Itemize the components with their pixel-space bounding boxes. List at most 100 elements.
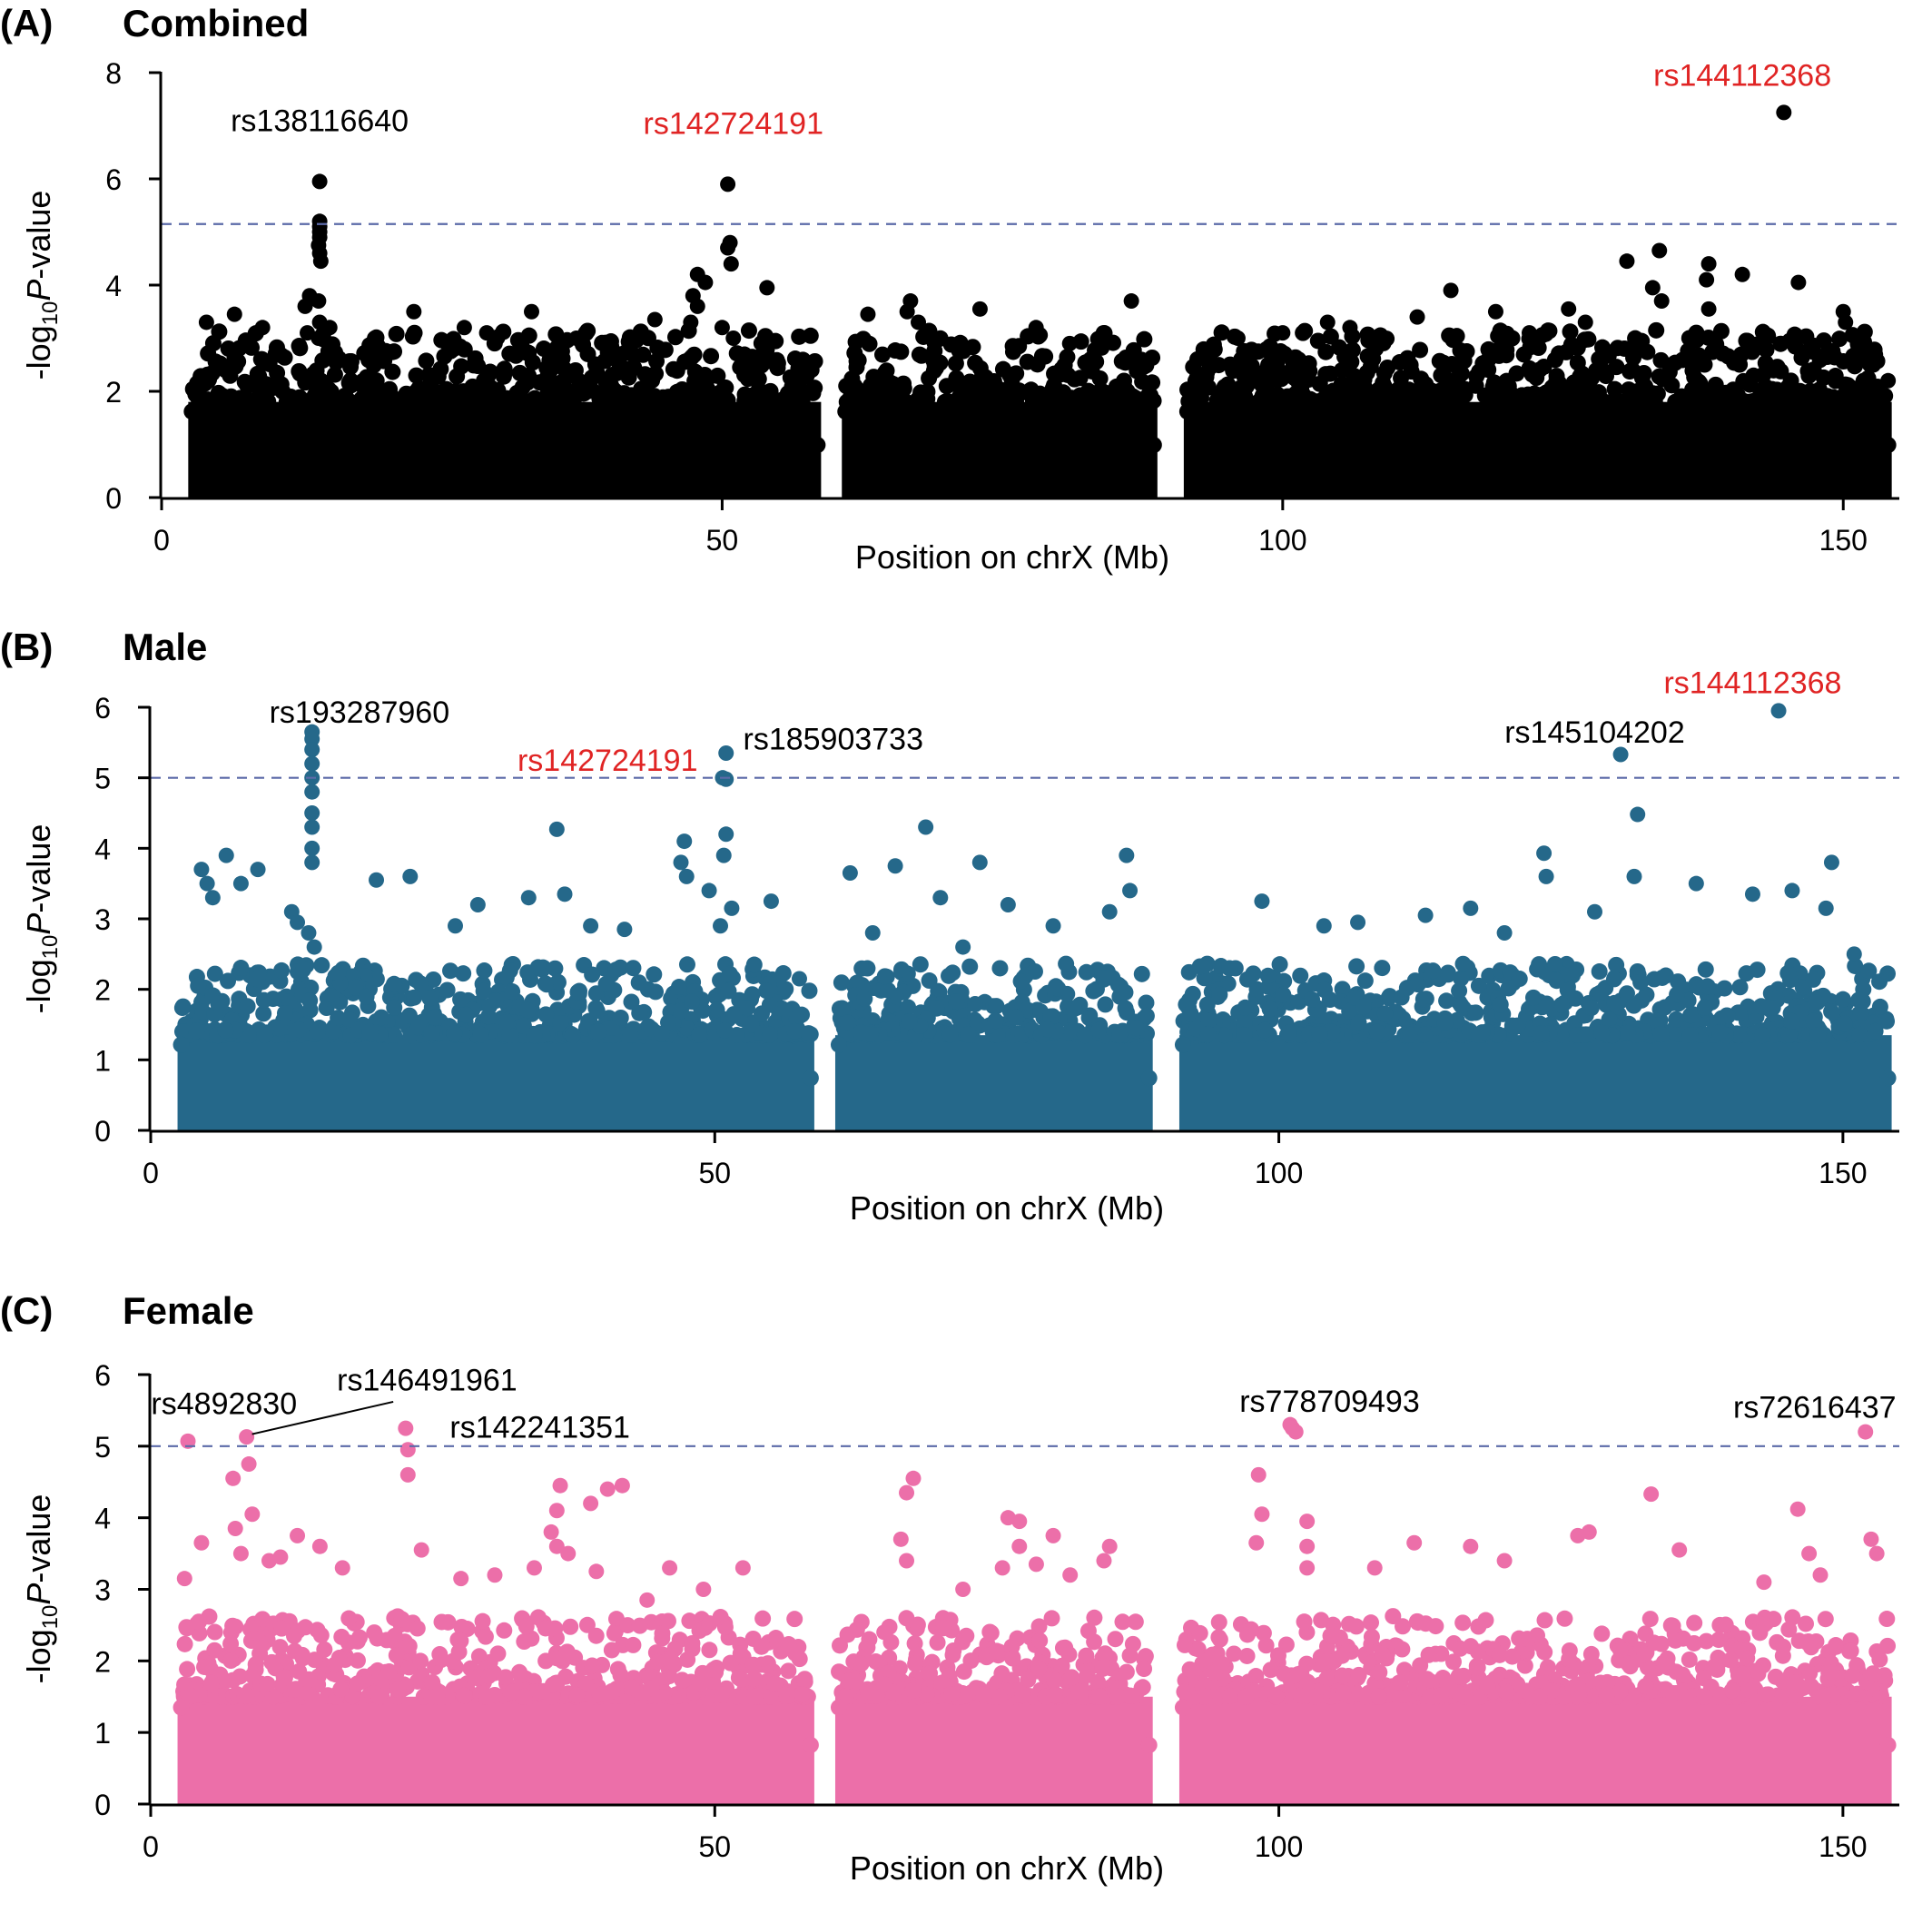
noise-point [508, 384, 526, 401]
noise-point [1030, 1618, 1048, 1635]
noise-point [921, 370, 938, 387]
noise-point [1216, 1027, 1233, 1044]
noise-point [1551, 345, 1568, 362]
noise-point [472, 1026, 489, 1043]
noise-point [526, 1027, 543, 1044]
data-point [232, 1545, 249, 1562]
data-point [876, 1624, 892, 1641]
noise-point [1347, 375, 1365, 392]
noise-point [1470, 1618, 1487, 1635]
panel-label: (C) [0, 1289, 53, 1332]
noise-point [400, 1637, 418, 1654]
noise-point [1638, 986, 1655, 1003]
noise-point [1416, 387, 1434, 404]
data-point [899, 1553, 915, 1569]
noise-point [501, 1027, 518, 1044]
noise-point [476, 962, 493, 980]
noise-point [1752, 998, 1769, 1015]
noise-point [1079, 1622, 1097, 1640]
noise-point [904, 1681, 922, 1699]
noise-point [1066, 1001, 1083, 1018]
data-point [718, 744, 734, 761]
data-point [864, 925, 881, 942]
noise-point [1412, 1657, 1429, 1674]
noise-point [1012, 972, 1030, 990]
noise-point [213, 387, 231, 404]
noise-point [1374, 960, 1391, 977]
y-tick-label: 0 [94, 1115, 111, 1148]
data-point [646, 311, 663, 328]
noise-point [489, 390, 507, 408]
noise-point [428, 392, 445, 409]
noise-point [1063, 1669, 1080, 1686]
noise-point [1335, 1684, 1352, 1701]
noise-point [255, 991, 272, 1009]
data-point [193, 1534, 210, 1551]
noise-point [667, 329, 685, 346]
data-point [1101, 903, 1118, 920]
snp-annotation: rs142724191 [518, 744, 698, 778]
noise-point [912, 956, 929, 973]
noise-point [1774, 1688, 1791, 1705]
noise-point [944, 964, 961, 981]
noise-point [1539, 1659, 1556, 1676]
noise-point [943, 1685, 961, 1702]
noise-point [276, 1004, 293, 1021]
noise-point [1310, 1656, 1327, 1673]
noise-point [426, 1009, 443, 1026]
data-point [616, 922, 633, 938]
noise-point [1090, 1021, 1108, 1039]
noise-point [862, 1025, 880, 1042]
noise-point [912, 347, 930, 364]
noise-point [766, 1675, 784, 1692]
noise-point [1805, 1012, 1822, 1030]
noise-point [1533, 1025, 1550, 1042]
data-point [1536, 845, 1552, 862]
noise-point [794, 1686, 811, 1703]
data-point [899, 303, 915, 320]
data-point [718, 771, 734, 787]
noise-point [478, 1688, 496, 1705]
y-tick-label: 4 [105, 270, 122, 302]
noise-point [238, 1687, 255, 1704]
noise-point [497, 363, 514, 380]
noise-point [569, 983, 586, 1001]
data-point [1316, 918, 1332, 934]
noise-point [1349, 1685, 1366, 1702]
noise-point [412, 975, 429, 992]
noise-point [738, 1000, 755, 1017]
noise-point [1556, 1610, 1573, 1627]
noise-point [1262, 1662, 1279, 1679]
data-point [1095, 325, 1111, 341]
noise-point [439, 981, 456, 999]
noise-point [1275, 986, 1292, 1003]
data-point [1254, 893, 1270, 910]
data-point [1538, 868, 1554, 884]
y-tick-label: 3 [94, 1574, 111, 1607]
noise-point [1713, 393, 1730, 410]
data-point [932, 890, 949, 906]
data-point [1863, 1531, 1879, 1547]
data-point [254, 320, 271, 336]
noise-point [1121, 1647, 1138, 1664]
noise-point [1454, 1686, 1471, 1703]
noise-point [991, 960, 1009, 977]
noise-point [1395, 1618, 1412, 1635]
noise-point [1230, 392, 1247, 409]
noise-point [1417, 1615, 1434, 1632]
noise-point [1180, 963, 1198, 981]
noise-point [1394, 1641, 1411, 1658]
noise-point [627, 331, 645, 349]
noise-point [974, 1686, 991, 1703]
data-point [1651, 242, 1668, 259]
data-point [676, 833, 693, 850]
noise-point [1401, 1026, 1418, 1043]
noise-point [761, 387, 778, 404]
noise-point [1529, 961, 1546, 978]
noise-point [1089, 1673, 1107, 1691]
noise-point [386, 1627, 403, 1644]
noise-point [597, 975, 615, 992]
noise-point [1809, 1027, 1827, 1044]
noise-point [685, 346, 703, 363]
noise-point [229, 393, 246, 410]
